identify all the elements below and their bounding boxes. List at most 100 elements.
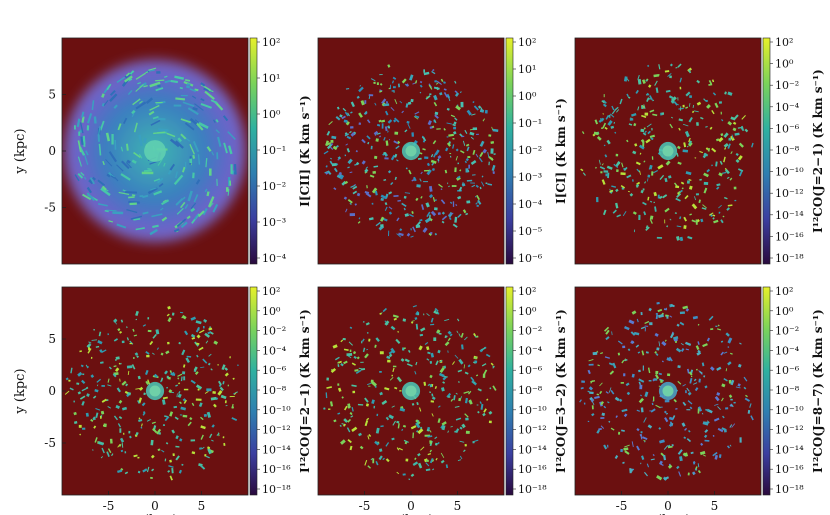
emission-clump <box>482 373 486 378</box>
colorbar-tick-label: 10⁻¹ <box>262 144 286 157</box>
filament <box>155 87 164 92</box>
emission-clump <box>689 377 693 384</box>
emission-clump <box>452 223 458 228</box>
emission-clump <box>738 171 743 177</box>
emission-clump <box>392 365 397 368</box>
emission-clump <box>431 167 436 172</box>
panel-bottom-right: -505x (kpc)10²10⁰10⁻²10⁻⁴10⁻⁶10⁻⁸10⁻¹⁰10… <box>574 285 825 515</box>
emission-clump <box>455 428 460 434</box>
emission-clump <box>79 395 86 400</box>
emission-clump <box>682 149 689 153</box>
emission-clump <box>195 326 201 333</box>
emission-clump <box>488 134 492 137</box>
emission-clump <box>128 430 131 434</box>
emission-clump <box>613 163 619 169</box>
emission-clump <box>583 402 586 405</box>
emission-clump <box>631 310 637 315</box>
emission-clump <box>665 160 671 166</box>
emission-clump <box>132 328 135 332</box>
emission-clump <box>142 468 148 473</box>
filament <box>133 122 138 133</box>
emission-clump <box>659 462 664 466</box>
emission-clump <box>433 310 439 315</box>
colorbar-tick-label: 10² <box>262 285 280 298</box>
emission-clump <box>426 162 430 167</box>
emission-clump <box>659 174 665 180</box>
emission-clump <box>667 445 673 449</box>
emission-clump <box>98 331 102 337</box>
filament <box>204 90 215 100</box>
emission-clump <box>716 183 721 187</box>
emission-clump <box>391 80 395 84</box>
emission-clump <box>73 411 77 416</box>
emission-clump <box>379 74 383 76</box>
emission-clump <box>666 225 669 228</box>
emission-clump <box>423 71 430 76</box>
emission-clump <box>135 388 141 390</box>
emission-clump <box>644 130 647 133</box>
emission-clump <box>383 137 386 141</box>
emission-clump <box>688 371 693 376</box>
filament <box>202 207 208 216</box>
emission-clump <box>426 313 430 317</box>
emission-clump <box>643 104 646 109</box>
filament <box>83 176 87 180</box>
emission-clump <box>630 331 636 336</box>
filament <box>81 116 85 123</box>
emission-clump <box>337 361 340 364</box>
emission-clump <box>470 182 475 184</box>
emission-clump <box>749 403 752 408</box>
emission-clump <box>410 98 414 103</box>
colorbar <box>249 37 258 265</box>
panel-bottom-middle: -505x (kpc)10²10⁰10⁻²10⁻⁴10⁻⁶10⁻⁸10⁻¹⁰10… <box>317 285 568 515</box>
emission-clump <box>481 347 486 351</box>
emission-clump <box>611 331 613 336</box>
emission-clump <box>636 318 639 323</box>
emission-clump <box>330 367 337 374</box>
emission-clump <box>612 362 617 369</box>
colorbar-tick-label: 10⁻² <box>775 325 799 338</box>
emission-clump <box>704 429 709 434</box>
colorbar-tick-label: 10⁰ <box>262 305 281 318</box>
emission-clump <box>429 391 432 394</box>
emission-clump <box>141 402 146 407</box>
emission-clump <box>392 314 399 319</box>
emission-clump <box>429 93 432 96</box>
emission-clump <box>120 467 124 472</box>
filament <box>131 194 136 197</box>
filament <box>147 168 151 170</box>
emission-clump <box>635 89 639 94</box>
emission-clump <box>152 333 157 339</box>
emission-clump <box>390 154 396 161</box>
emission-clump <box>647 367 651 374</box>
emission-clump <box>626 391 631 396</box>
emission-clump <box>678 127 681 131</box>
emission-clump <box>384 126 388 132</box>
emission-clump <box>626 139 629 143</box>
emission-clump <box>414 370 417 375</box>
emission-clump <box>378 119 382 123</box>
emission-clump <box>414 111 420 115</box>
emission-clump <box>120 319 124 323</box>
emission-clump <box>693 471 696 475</box>
filament <box>163 162 166 167</box>
emission-clump <box>438 372 445 378</box>
emission-clump <box>328 121 333 126</box>
emission-clump <box>663 454 667 461</box>
emission-clump <box>416 402 419 406</box>
emission-clump <box>459 440 465 443</box>
filament <box>186 83 191 86</box>
emission-clump <box>473 105 479 111</box>
emission-clump <box>411 132 414 137</box>
emission-clump <box>637 106 640 111</box>
emission-clump <box>217 380 222 386</box>
emission-clump <box>160 352 164 356</box>
emission-clump <box>352 351 357 355</box>
filament <box>141 171 154 175</box>
emission-clump <box>448 185 450 188</box>
emission-clump <box>96 378 102 383</box>
filament <box>206 191 210 197</box>
emission-clump <box>395 338 401 344</box>
emission-clump <box>663 410 667 414</box>
